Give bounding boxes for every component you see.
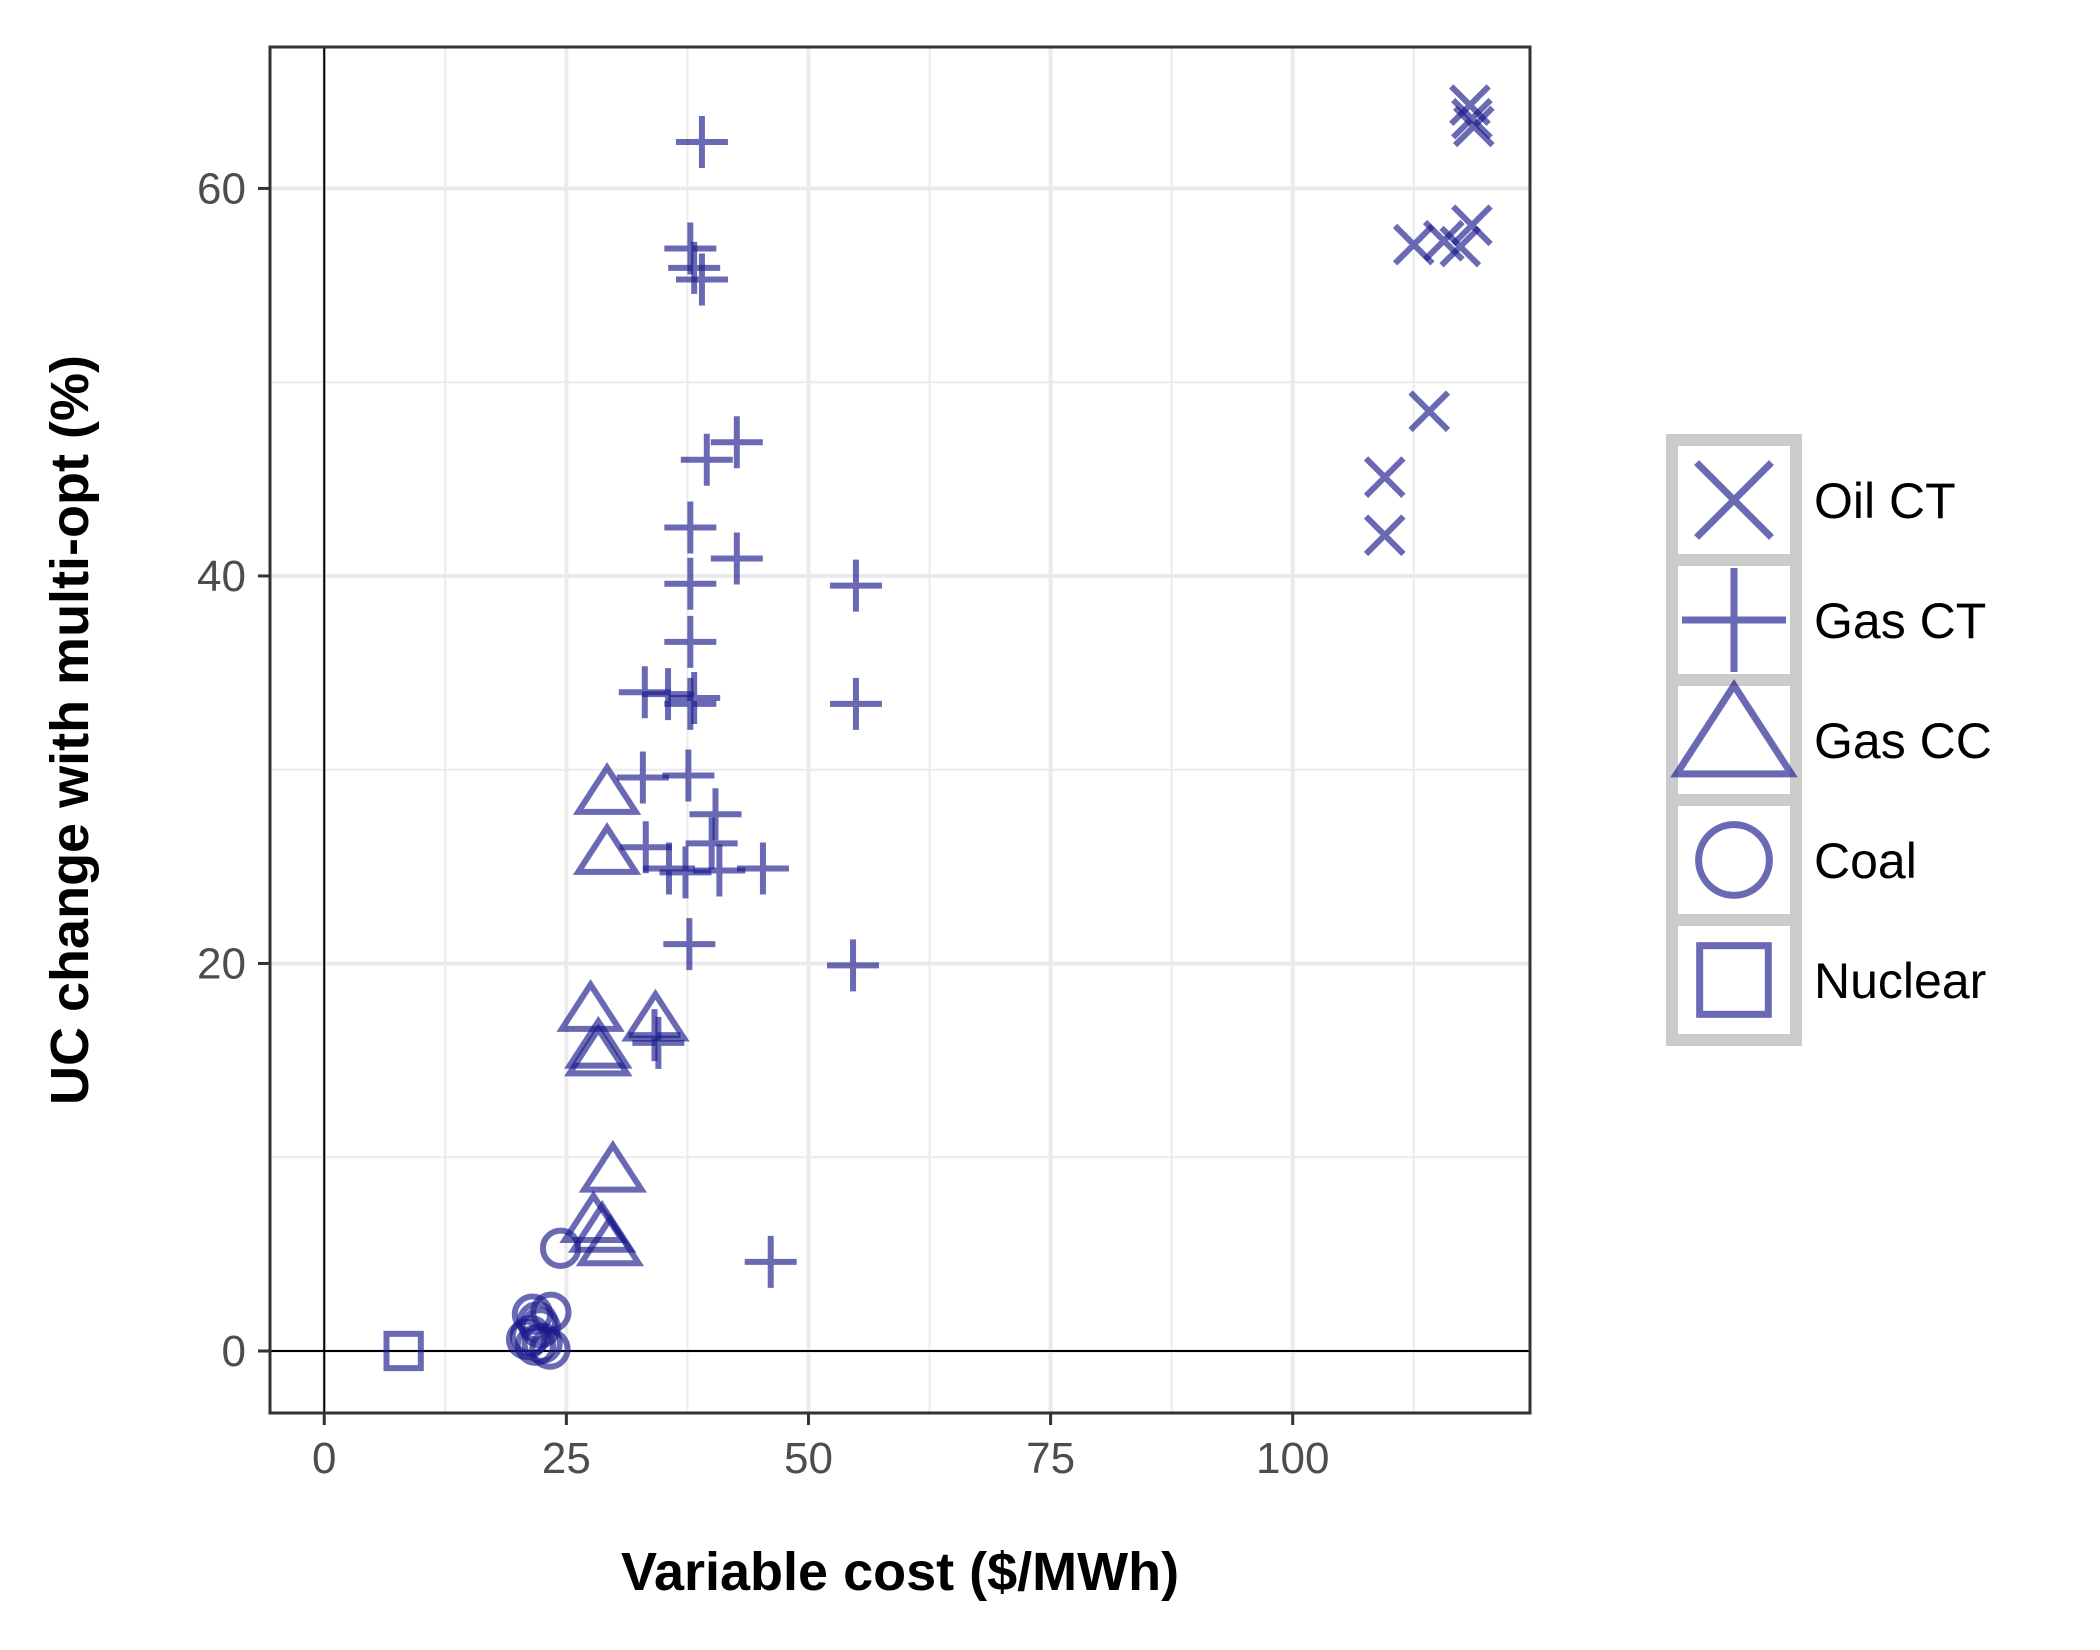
data-point-triangle bbox=[564, 1015, 633, 1069]
y-tick-label: 60 bbox=[197, 164, 246, 213]
data-point-plus bbox=[675, 115, 728, 168]
series-nuclear bbox=[383, 1330, 424, 1372]
data-point-x bbox=[1408, 390, 1451, 433]
x-tick-label: 25 bbox=[542, 1434, 591, 1483]
legend-item-coal: Coal bbox=[1678, 806, 1917, 914]
data-point-plus bbox=[668, 672, 721, 725]
data-point-plus bbox=[744, 1235, 797, 1288]
panel-background bbox=[270, 47, 1530, 1413]
y-tick-label: 0 bbox=[222, 1327, 246, 1376]
data-point-circle bbox=[539, 1227, 582, 1269]
legend: Oil CT Gas CT Gas CC Coal Nuclear bbox=[1666, 434, 1992, 1046]
x-axis-ticks: 0 25 50 75 100 bbox=[312, 1413, 1329, 1483]
data-point-plus bbox=[829, 559, 882, 612]
data-point-triangle bbox=[564, 1023, 633, 1077]
legend-label: Gas CC bbox=[1814, 713, 1992, 769]
plot-panel-background bbox=[270, 47, 1530, 1413]
data-point-plus bbox=[668, 241, 721, 294]
data-point-circle bbox=[529, 1328, 571, 1370]
data-point-triangle bbox=[578, 1139, 648, 1193]
data-point-plus bbox=[827, 939, 880, 992]
legend-item-gas-ct: Gas CT bbox=[1678, 566, 1986, 674]
data-point-plus bbox=[680, 433, 733, 486]
y-axis-ticks: 0 20 40 60 bbox=[197, 164, 270, 1376]
series-oil-ct bbox=[1363, 84, 1495, 557]
data-point-plus bbox=[632, 1016, 685, 1069]
data-point-plus bbox=[664, 501, 717, 554]
x-tick-label: 0 bbox=[312, 1434, 336, 1483]
x-tick-label: 100 bbox=[1256, 1434, 1329, 1483]
data-point-x bbox=[1451, 97, 1493, 140]
data-point-plus bbox=[693, 844, 746, 897]
reference-lines bbox=[270, 47, 1530, 1413]
legend-key-x bbox=[1694, 460, 1774, 540]
data-point-x bbox=[1451, 204, 1493, 247]
data-point-plus bbox=[616, 751, 669, 804]
legend-label: Nuclear bbox=[1814, 953, 1986, 1009]
data-point-plus bbox=[689, 788, 742, 841]
data-points bbox=[383, 84, 1495, 1372]
data-point-plus bbox=[710, 416, 763, 469]
data-point-plus bbox=[663, 918, 716, 971]
data-point-plus bbox=[710, 532, 763, 585]
y-axis-title: UC change with multi-opt (%) bbox=[40, 355, 100, 1105]
data-point-plus bbox=[664, 615, 717, 668]
legend-item-gas-cc: Gas CC bbox=[1670, 678, 1992, 794]
data-point-triangle bbox=[572, 822, 642, 875]
data-point-triangle bbox=[621, 988, 690, 1042]
legend-label: Coal bbox=[1814, 833, 1917, 889]
legend-label: Gas CT bbox=[1814, 593, 1986, 649]
legend-label: Oil CT bbox=[1814, 473, 1956, 529]
data-point-plus bbox=[628, 1009, 681, 1062]
data-point-plus bbox=[664, 677, 717, 730]
data-point-x bbox=[1439, 225, 1482, 268]
series-gas-ct bbox=[616, 115, 882, 1288]
data-point-triangle bbox=[572, 762, 642, 815]
data-point-x bbox=[1363, 456, 1406, 498]
legend-key-square bbox=[1696, 942, 1772, 1018]
x-tick-label: 75 bbox=[1026, 1434, 1075, 1483]
data-point-plus bbox=[675, 253, 728, 306]
series-coal bbox=[505, 1227, 582, 1370]
legend-key-circle bbox=[1695, 821, 1773, 899]
legend-item-oil-ct: Oil CT bbox=[1678, 446, 1956, 554]
legend-item-nuclear: Nuclear bbox=[1678, 926, 1986, 1034]
y-tick-label: 40 bbox=[197, 552, 246, 601]
x-axis-title: Variable cost ($/MWh) bbox=[621, 1542, 1179, 1602]
data-point-x bbox=[1363, 514, 1406, 557]
y-tick-label: 20 bbox=[197, 939, 246, 988]
plot-panel-border bbox=[268, 45, 1532, 1415]
data-point-plus bbox=[619, 821, 672, 874]
data-point-plus bbox=[829, 677, 882, 730]
legend-key-plus bbox=[1682, 568, 1786, 672]
series-gas-cc bbox=[556, 762, 690, 1267]
data-point-plus bbox=[685, 817, 738, 870]
data-point-plus bbox=[664, 557, 717, 610]
data-point-triangle bbox=[575, 1213, 645, 1267]
data-point-plus bbox=[736, 842, 789, 895]
data-point-plus bbox=[662, 749, 715, 802]
x-tick-label: 50 bbox=[784, 1434, 833, 1483]
data-point-square bbox=[383, 1330, 424, 1372]
legend-key-triangle bbox=[1670, 678, 1798, 778]
data-point-plus bbox=[642, 668, 695, 721]
panel-border bbox=[268, 45, 1532, 1415]
data-point-x bbox=[1452, 105, 1495, 148]
